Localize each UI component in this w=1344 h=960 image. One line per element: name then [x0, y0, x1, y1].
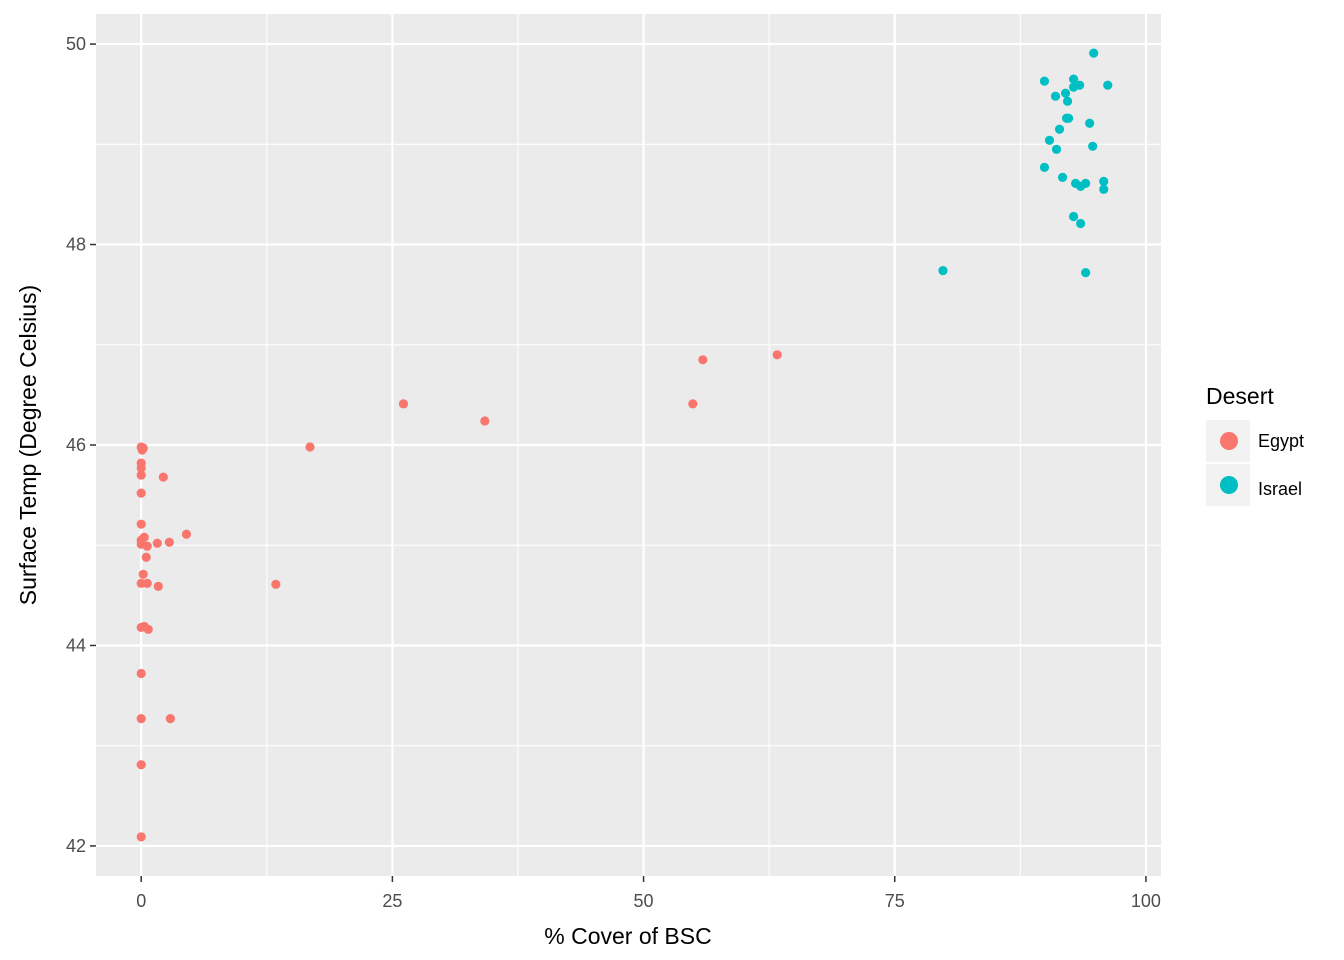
point-israel: [1051, 144, 1062, 154]
y-tick-label: 50: [66, 34, 86, 54]
legend-key-israel: [1220, 476, 1238, 494]
x-tick-label: 25: [382, 891, 402, 911]
point-israel: [1076, 181, 1086, 191]
point-israel: [1068, 74, 1079, 84]
y-tick-label: 44: [66, 635, 86, 655]
point-egypt: [153, 581, 163, 591]
point-israel: [1039, 76, 1050, 86]
y-axis: 42 44 46 48 50: [66, 34, 96, 856]
legend: Desert Egypt Israel: [1206, 383, 1304, 506]
point-israel: [1054, 124, 1065, 134]
y-axis-title: Surface Temp (Degree Celsius): [15, 285, 41, 605]
x-tick-label: 0: [136, 891, 146, 911]
x-tick-label: 75: [885, 891, 905, 911]
point-egypt: [136, 714, 146, 724]
point-egypt: [142, 578, 152, 588]
point-egypt: [165, 714, 175, 724]
point-egypt: [698, 355, 708, 365]
point-israel: [1062, 96, 1073, 106]
point-israel: [1085, 118, 1095, 128]
point-israel: [1075, 80, 1085, 90]
y-tick-label: 46: [66, 435, 86, 455]
point-israel: [1099, 184, 1109, 195]
point-israel: [938, 265, 948, 276]
point-egypt: [141, 552, 151, 562]
point-egypt: [688, 399, 698, 409]
x-tick-label: 100: [1131, 891, 1161, 911]
point-egypt: [136, 760, 146, 770]
point-egypt: [136, 832, 146, 842]
point-israel: [1057, 172, 1068, 182]
point-egypt: [772, 350, 782, 360]
point-egypt: [143, 624, 153, 635]
point-egypt: [136, 519, 146, 529]
point-egypt: [398, 399, 409, 409]
point-egypt: [152, 538, 162, 548]
point-israel: [1060, 88, 1071, 98]
point-egypt: [136, 463, 146, 473]
point-israel: [1076, 218, 1086, 229]
point-egypt: [158, 472, 168, 482]
point-israel: [1068, 211, 1079, 222]
point-egypt: [480, 416, 490, 426]
point-egypt: [137, 445, 147, 455]
legend-label-egypt: Egypt: [1258, 431, 1304, 451]
point-israel: [1088, 141, 1098, 151]
y-tick-label: 48: [66, 235, 86, 255]
legend-entry-israel: Israel: [1206, 464, 1302, 506]
y-tick-label: 42: [66, 836, 86, 856]
point-egypt: [136, 668, 146, 679]
x-tick-label: 50: [634, 891, 654, 911]
point-israel: [1039, 162, 1050, 172]
point-israel: [1061, 113, 1072, 123]
legend-entry-egypt: Egypt: [1206, 420, 1304, 462]
point-egypt: [138, 569, 148, 579]
point-israel: [1103, 80, 1113, 90]
point-egypt: [136, 539, 146, 549]
point-israel: [1089, 48, 1099, 58]
point-egypt: [136, 470, 146, 480]
x-axis: 0 25 50 75 100: [136, 876, 1161, 911]
point-egypt: [164, 537, 174, 547]
point-egypt: [181, 529, 192, 539]
point-egypt: [271, 579, 281, 589]
point-israel: [1050, 91, 1061, 101]
legend-label-israel: Israel: [1258, 479, 1302, 499]
point-israel: [1081, 268, 1091, 278]
point-israel: [1099, 176, 1109, 186]
point-egypt: [305, 442, 315, 452]
legend-title: Desert: [1206, 383, 1274, 409]
points-layer: [136, 48, 1113, 842]
x-axis-title: % Cover of BSC: [544, 923, 711, 949]
point-israel: [1044, 135, 1055, 145]
grid-major: [96, 14, 1161, 876]
point-egypt: [136, 488, 146, 498]
legend-key-egypt: [1220, 432, 1238, 450]
